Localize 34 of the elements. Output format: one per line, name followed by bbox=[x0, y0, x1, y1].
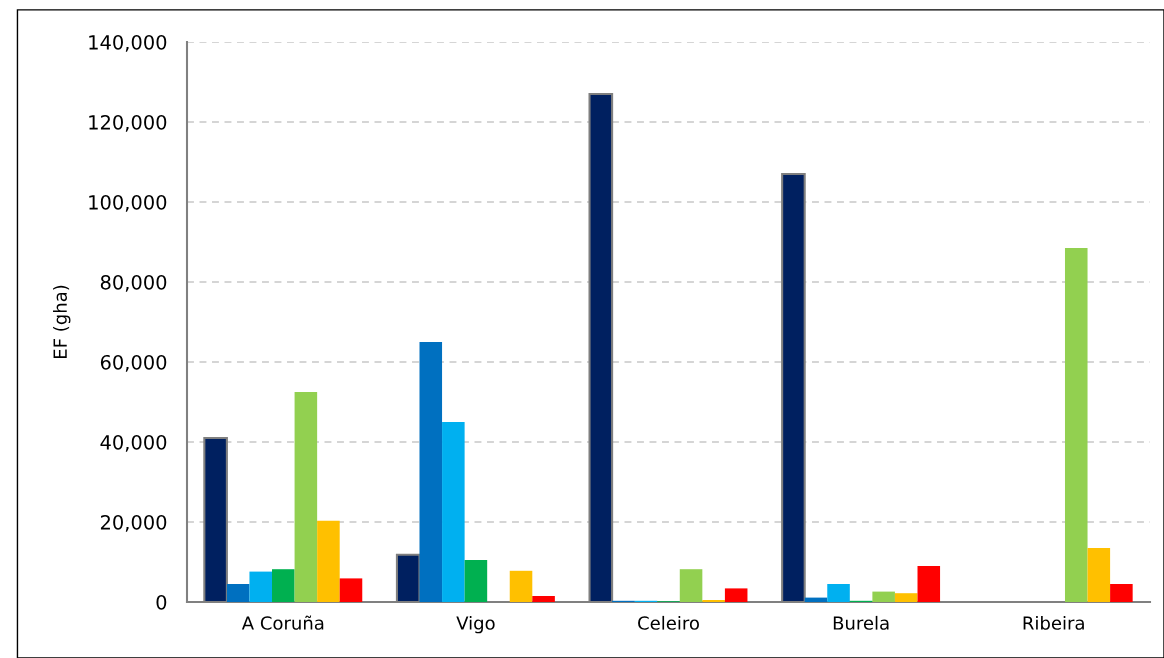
x-tick-label: Burela bbox=[833, 615, 889, 630]
y-tick-label: 20,000 bbox=[100, 514, 167, 532]
bar bbox=[827, 584, 850, 602]
y-tick-label: 60,000 bbox=[100, 354, 167, 372]
y-axis-title: EF (gha) bbox=[53, 285, 71, 359]
y-tick-label: 100,000 bbox=[89, 194, 167, 212]
y-tick-label: 120,000 bbox=[89, 114, 167, 132]
bar bbox=[532, 596, 555, 602]
x-tick-label: A Coruña bbox=[241, 615, 324, 630]
y-tick-label: 140,000 bbox=[89, 34, 167, 52]
x-tick-label: Celeiro bbox=[638, 615, 699, 630]
bar bbox=[272, 569, 295, 602]
bar bbox=[872, 591, 895, 602]
bar bbox=[1110, 584, 1133, 602]
y-tick-label: 80,000 bbox=[100, 274, 167, 292]
bar bbox=[339, 578, 363, 602]
bar bbox=[724, 588, 748, 602]
bar bbox=[442, 422, 465, 602]
bar bbox=[917, 566, 941, 602]
bar bbox=[509, 570, 533, 602]
bar bbox=[294, 392, 318, 602]
bar bbox=[317, 520, 340, 602]
bar bbox=[894, 593, 918, 602]
bar bbox=[464, 560, 488, 602]
bar bbox=[1087, 548, 1111, 602]
bar bbox=[249, 571, 273, 602]
bar bbox=[226, 584, 250, 602]
x-tick-label: Ribeira bbox=[1023, 615, 1084, 630]
bar bbox=[419, 342, 443, 602]
y-tick-label: 40,000 bbox=[100, 434, 167, 452]
y-tick-label: 0 bbox=[156, 594, 167, 610]
bar bbox=[679, 569, 703, 602]
bar bbox=[1064, 248, 1088, 602]
x-tick-label: Vigo bbox=[456, 615, 495, 634]
